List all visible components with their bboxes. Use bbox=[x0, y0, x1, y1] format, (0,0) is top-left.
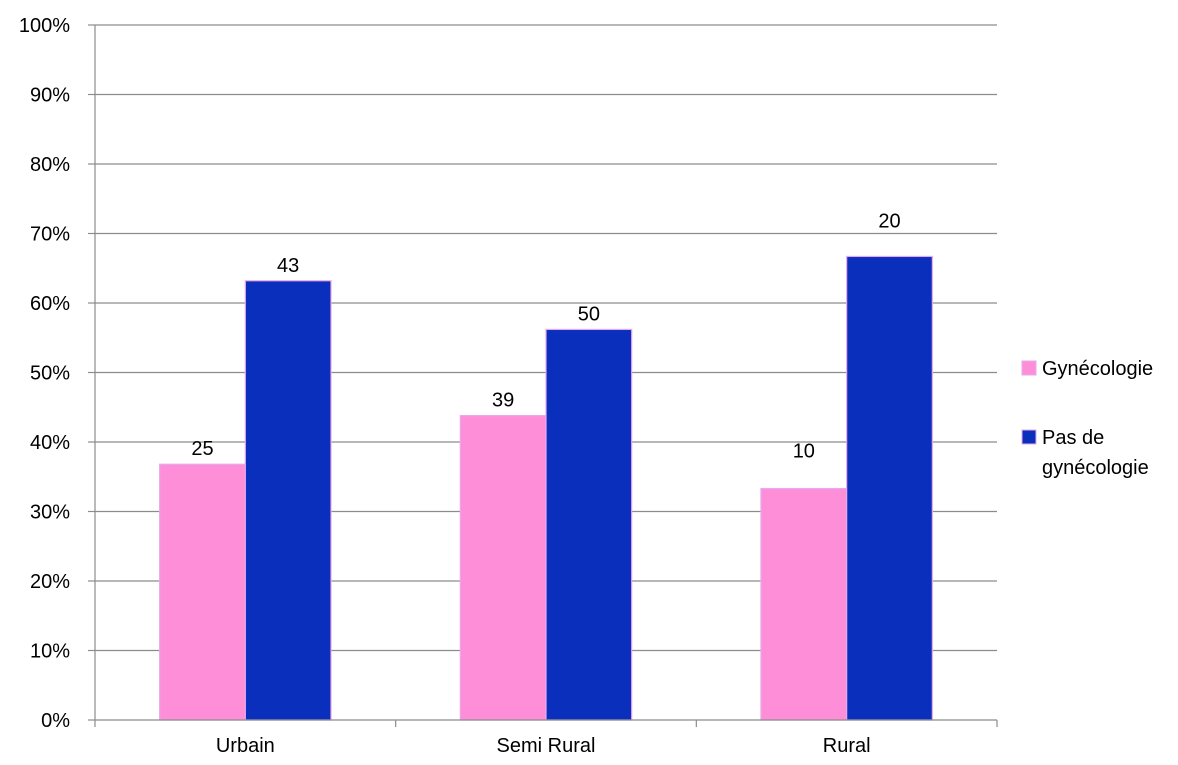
x-tick-label: Urbain bbox=[216, 735, 275, 757]
y-tick-label: 30% bbox=[30, 502, 70, 524]
data-label: 39 bbox=[492, 390, 514, 412]
bars bbox=[159, 255, 933, 721]
y-tick-label: 0% bbox=[41, 710, 70, 732]
legend-swatch bbox=[1021, 360, 1037, 376]
data-label: 10 bbox=[793, 441, 815, 463]
y-axis-ticks: 0% 10% 20% 30% 40% 50% 60% 70% 80% 90% 100% bbox=[19, 15, 95, 732]
data-label: 50 bbox=[578, 303, 600, 325]
y-tick-label: 40% bbox=[30, 432, 70, 454]
axes bbox=[94, 25, 997, 721]
y-tick-label: 60% bbox=[30, 293, 70, 315]
legend-label-line: gynécologie bbox=[1042, 457, 1149, 479]
y-tick-label: 100% bbox=[19, 15, 70, 37]
legend: Gynécologie Pas de gynécologie bbox=[1021, 358, 1153, 479]
y-tick-label: 70% bbox=[30, 224, 70, 246]
data-label: 20 bbox=[878, 210, 900, 232]
data-label: 43 bbox=[277, 255, 299, 277]
data-labels: 25 43 39 50 10 20 bbox=[191, 210, 900, 462]
data-label: 25 bbox=[191, 438, 213, 460]
x-tick-label: Rural bbox=[823, 735, 871, 757]
legend-label-line: Pas de bbox=[1042, 427, 1104, 449]
bar-pas-de-gynecologie-0 bbox=[244, 280, 332, 721]
y-tick-label: 50% bbox=[30, 363, 70, 385]
bar-gynecologie-2 bbox=[760, 487, 848, 721]
bar-pas-de-gynecologie-2 bbox=[846, 255, 933, 721]
y-tick-label: 90% bbox=[30, 85, 70, 107]
bar-gynecologie-0 bbox=[159, 463, 246, 721]
x-tick-label: Semi Rural bbox=[497, 735, 596, 757]
x-axis-ticks: Urbain Semi Rural Rural bbox=[94, 720, 998, 757]
legend-label: Pas de gynécologie bbox=[1042, 427, 1149, 479]
bar-gynecologie-1 bbox=[459, 414, 547, 721]
legend-swatch bbox=[1021, 429, 1037, 445]
y-tick-label: 80% bbox=[30, 154, 70, 176]
y-tick-label: 10% bbox=[30, 641, 70, 663]
legend-label: Gynécologie bbox=[1042, 358, 1153, 380]
bar-pas-de-gynecologie-1 bbox=[545, 328, 633, 721]
legend-label-line: Gynécologie bbox=[1042, 358, 1153, 380]
y-tick-label: 20% bbox=[30, 571, 70, 593]
